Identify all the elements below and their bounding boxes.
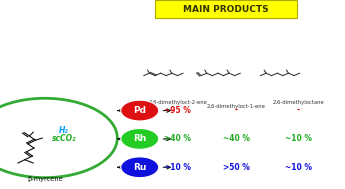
Text: >50 %: >50 % (223, 163, 250, 172)
Text: -: - (297, 106, 300, 115)
Text: β-myrcene: β-myrcene (27, 176, 63, 182)
Text: MAIN PRODUCTS: MAIN PRODUCTS (183, 5, 269, 14)
Text: 2,6-dimethyloct-1-ene: 2,6-dimethyloct-1-ene (207, 104, 266, 109)
Circle shape (121, 157, 159, 178)
Text: ~95 %: ~95 % (164, 106, 191, 115)
Text: 2,6-dimethyloct-2-ene: 2,6-dimethyloct-2-ene (148, 100, 207, 105)
Text: >40 %: >40 % (164, 134, 191, 143)
Text: ~10 %: ~10 % (285, 163, 312, 172)
Circle shape (121, 129, 159, 149)
Circle shape (121, 100, 159, 121)
Text: scCO₂: scCO₂ (51, 134, 76, 143)
Text: Pd: Pd (133, 106, 146, 115)
Text: ~40 %: ~40 % (223, 134, 250, 143)
Text: 2,6-dimethyloctane: 2,6-dimethyloctane (273, 100, 324, 105)
Text: ~10 %: ~10 % (164, 163, 191, 172)
Text: Rh: Rh (133, 134, 146, 143)
Text: H₂: H₂ (59, 126, 69, 135)
FancyBboxPatch shape (155, 1, 297, 19)
Text: ~10 %: ~10 % (285, 134, 312, 143)
Text: -: - (235, 106, 238, 115)
Text: Ru: Ru (133, 163, 146, 172)
